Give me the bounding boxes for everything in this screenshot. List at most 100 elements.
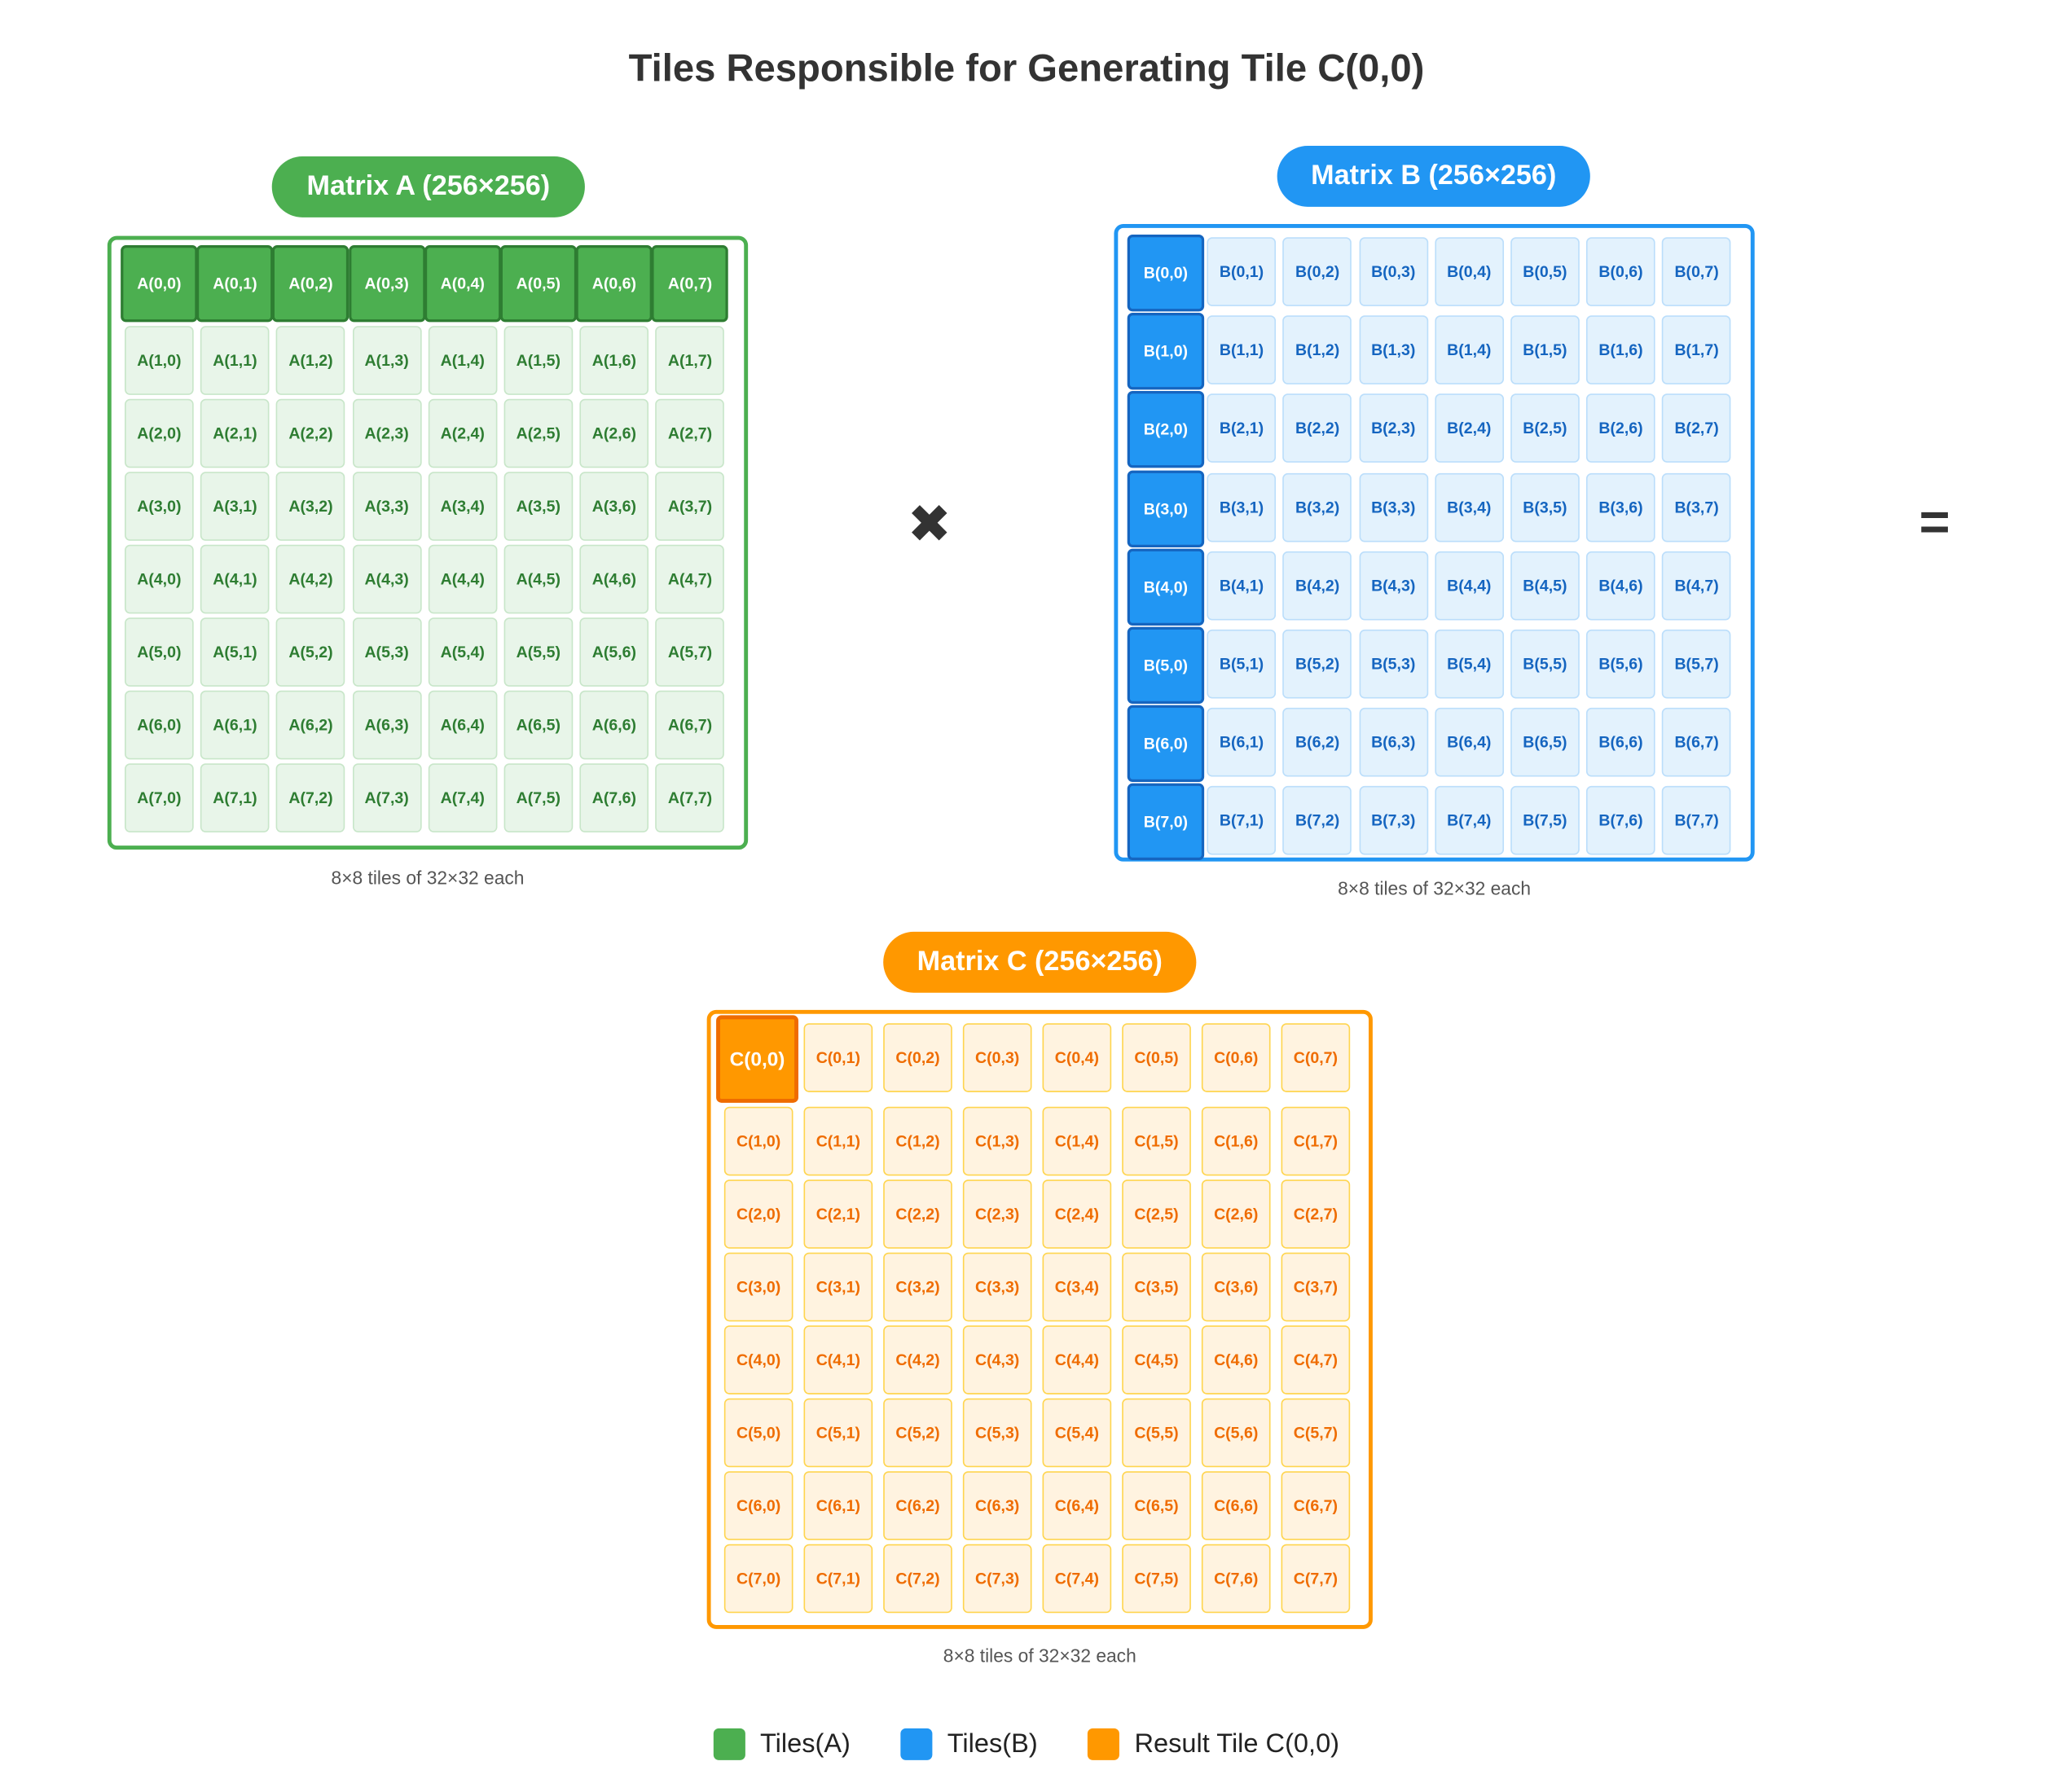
equals-icon: = [1919, 493, 1950, 551]
matrix-a-tile: A(7,0) [125, 763, 194, 832]
matrix-b-tile: B(7,3) [1358, 786, 1428, 856]
matrix-c-tile: C(5,0) [723, 1398, 794, 1468]
matrix-b-tile: B(2,7) [1662, 393, 1731, 463]
matrix-b-tile: B(6,5) [1510, 708, 1580, 777]
page-title: Tiles Responsible for Generating Tile C(… [628, 47, 1425, 90]
matrix-b-tile: B(7,7) [1662, 786, 1731, 856]
matrix-b-tile: B(7,6) [1586, 786, 1655, 856]
matrix-c-tile: C(3,7) [1281, 1252, 1351, 1322]
matrix-b-highlighted-tile: B(2,0) [1127, 391, 1205, 469]
matrix-c-tile: C(3,0) [723, 1252, 794, 1322]
matrix-c-tile: C(7,5) [1122, 1544, 1191, 1614]
matrix-b-highlighted-tile: B(4,0) [1127, 548, 1205, 626]
matrix-a-tile: A(2,2) [276, 398, 345, 468]
matrix-b-tile: B(3,4) [1434, 472, 1504, 542]
matrix-b-tile: B(5,7) [1662, 629, 1731, 699]
matrix-c-tile: C(5,5) [1122, 1398, 1191, 1468]
matrix-b-tile: B(4,7) [1662, 551, 1731, 621]
matrix-b-tile: B(2,2) [1282, 393, 1352, 463]
matrix-b-tile: B(6,7) [1662, 708, 1731, 777]
matrix-b-highlighted-tile: B(3,0) [1127, 469, 1205, 547]
matrix-b-tile: B(5,3) [1358, 629, 1428, 699]
matrix-b-highlighted-tile: B(7,0) [1127, 784, 1205, 861]
matrix-b-tile: B(5,5) [1510, 629, 1580, 699]
matrix-b-tile: B(0,6) [1586, 237, 1655, 306]
matrix-b-tile: B(2,1) [1207, 393, 1277, 463]
matrix-a-tile: A(2,7) [655, 398, 725, 468]
matrix-c-tile: C(5,2) [883, 1398, 952, 1468]
matrix-c-tile: C(4,5) [1122, 1325, 1191, 1395]
matrix-a-tile: A(6,3) [352, 690, 421, 760]
matrix-a-highlighted-tile: A(0,7) [651, 245, 729, 323]
matrix-c-tile: C(4,7) [1281, 1325, 1351, 1395]
matrix-a-tile: A(6,5) [503, 690, 574, 760]
matrix-c-tile: C(5,3) [962, 1398, 1032, 1468]
matrix-b-tile: B(2,5) [1510, 393, 1580, 463]
matrix-c-tile: C(6,2) [883, 1471, 952, 1540]
matrix-b-highlighted-tile: B(6,0) [1127, 705, 1205, 783]
matrix-b-tile: B(0,2) [1282, 237, 1352, 306]
matrix-a-highlighted-tile: A(0,0) [121, 245, 198, 323]
matrix-a-tile: A(4,6) [579, 544, 649, 614]
legend-swatch [713, 1728, 746, 1760]
matrix-c-tile: C(6,3) [962, 1471, 1032, 1540]
matrix-a-tile: A(3,6) [579, 472, 649, 541]
matrix-b-tile: B(2,6) [1586, 393, 1655, 463]
matrix-a-grid: A(0,0) A(0,1) A(0,2) A(0,3) A(0,4) A(0,5) A(0,… [121, 245, 729, 832]
matrix-a-tile: A(6,6) [579, 690, 649, 760]
matrix-c-tile: C(2,5) [1122, 1179, 1191, 1249]
matrix-b-tile: B(6,2) [1282, 708, 1352, 777]
matrix-b-tile: B(7,2) [1282, 786, 1352, 856]
matrix-a-tile: A(2,6) [579, 398, 649, 468]
matrix-a-tile: A(7,7) [655, 763, 725, 832]
matrix-b-tile: B(1,4) [1434, 315, 1504, 385]
matrix-b-tile: B(0,5) [1510, 237, 1580, 306]
matrix-b-tile: B(2,4) [1434, 393, 1504, 463]
legend-swatch [1088, 1728, 1120, 1760]
matrix-a-tile: A(5,5) [503, 617, 574, 687]
matrix-a-tile: A(2,5) [503, 398, 574, 468]
matrix-c-tile: C(0,5) [1122, 1023, 1191, 1092]
matrix-b-tile: B(6,3) [1358, 708, 1428, 777]
matrix-b-tile: B(5,4) [1434, 629, 1504, 699]
matrix-c-tile: C(3,2) [883, 1252, 952, 1322]
matrix-c-tile: C(6,4) [1042, 1471, 1112, 1540]
matrix-b-tile: B(4,3) [1358, 551, 1428, 621]
matrix-a-tile: A(1,7) [655, 326, 725, 395]
legend-item: Tiles(A) [713, 1728, 851, 1760]
matrix-c-tile: C(1,6) [1201, 1106, 1271, 1176]
matrix-a-highlighted-tile: A(0,1) [196, 245, 274, 323]
matrix-b-tile: B(5,2) [1282, 629, 1352, 699]
matrix-c-tile: C(3,6) [1201, 1252, 1271, 1322]
matrix-c-tile: C(7,2) [883, 1544, 952, 1614]
matrix-c-tile: C(0,6) [1201, 1023, 1271, 1092]
matrix-c-highlighted-tile: C(0,0) [716, 1015, 798, 1103]
legend-label: Result Tile C(0,0) [1134, 1728, 1340, 1759]
matrix-a-highlighted-tile: A(0,4) [424, 245, 501, 323]
matrix-c-tile: C(7,4) [1042, 1544, 1112, 1614]
matrix-a-tile: A(5,7) [655, 617, 725, 687]
matrix-c-tile: C(1,3) [962, 1106, 1032, 1176]
matrix-a-tile: A(7,5) [503, 763, 574, 832]
matrix-c-tile: C(5,1) [803, 1398, 873, 1468]
matrix-c-tile: C(4,4) [1042, 1325, 1112, 1395]
matrix-a-tile: A(7,4) [428, 763, 498, 832]
matrix-c-tile: C(7,1) [803, 1544, 873, 1614]
matrix-b-label: Matrix B (256×256) [1277, 145, 1590, 207]
matrix-b-tile: B(1,5) [1510, 315, 1580, 385]
matrix-a-tile: A(5,4) [428, 617, 498, 687]
matrix-c-tile: C(2,6) [1201, 1179, 1271, 1249]
matrix-c-tile: C(4,0) [723, 1325, 794, 1395]
legend-label: Tiles(A) [759, 1728, 851, 1759]
matrix-c-tile: C(3,1) [803, 1252, 873, 1322]
matrix-a-tile: A(3,7) [655, 472, 725, 541]
matrix-b-tile: B(4,6) [1586, 551, 1655, 621]
matrix-c-tile: C(4,6) [1201, 1325, 1271, 1395]
matrix-a-frame: A(0,0) A(0,1) A(0,2) A(0,3) A(0,4) A(0,5) A(0,… [107, 235, 749, 850]
matrix-b-tile: B(4,4) [1434, 551, 1504, 621]
matrix-a-tile: A(4,0) [125, 544, 194, 614]
matrix-b-tile: B(4,5) [1510, 551, 1580, 621]
matrix-a-highlighted-tile: A(0,3) [348, 245, 425, 323]
matrix-c-tile: C(0,2) [883, 1023, 952, 1092]
matrix-a-tile: A(3,4) [428, 472, 498, 541]
